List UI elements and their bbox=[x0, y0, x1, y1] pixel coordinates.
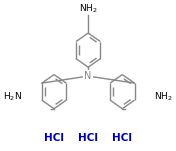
Text: NH$_2$: NH$_2$ bbox=[79, 3, 98, 15]
Text: NH$_2$: NH$_2$ bbox=[154, 91, 173, 103]
Text: HCl: HCl bbox=[78, 133, 98, 143]
Text: H$_2$N: H$_2$N bbox=[3, 91, 22, 103]
Text: HCl: HCl bbox=[44, 133, 64, 143]
Text: HCl: HCl bbox=[112, 133, 132, 143]
Text: N: N bbox=[84, 71, 92, 81]
